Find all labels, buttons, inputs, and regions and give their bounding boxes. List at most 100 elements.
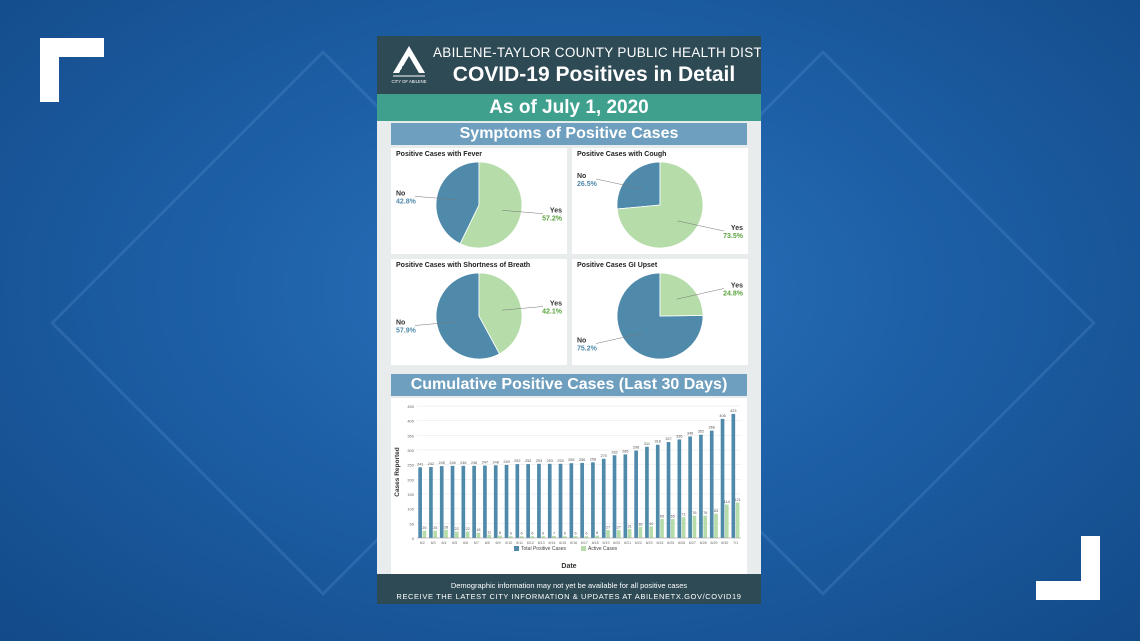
poster-header: CITY OF ABILENE ABILENE-TAYLOR COUNTY PU… [377, 36, 761, 94]
x-tick-label: 6/14 [549, 541, 556, 545]
bar-active-label: 22 [465, 527, 469, 531]
bar-active-label: 7 [553, 531, 555, 535]
bar-total-positive [483, 465, 487, 538]
footer-link: RECEIVE THE LATEST CITY INFORMATION & UP… [396, 592, 742, 601]
pie-no-pct: 75.2% [577, 346, 598, 353]
city-of-abilene-logo-icon: CITY OF ABILENE [391, 46, 427, 84]
bar-total-label: 270 [601, 454, 607, 458]
cumulative-section-header: Cumulative Positive Cases (Last 30 Days) [391, 374, 747, 396]
pie-no-leader [414, 196, 456, 200]
bar-active [487, 534, 492, 538]
bar-total-positive [699, 434, 703, 538]
bar-active [519, 536, 524, 538]
as-of-date: As of July 1, 2020 [377, 94, 761, 121]
x-tick-label: 6/2 [420, 541, 425, 545]
bar-total-positive [731, 413, 736, 538]
bar-total-label: 298 [633, 446, 639, 450]
pie-slice-no [435, 161, 480, 245]
bar-total-label: 242 [428, 462, 434, 466]
bar-total-positive [655, 444, 660, 538]
x-tick-label: 6/8 [485, 541, 490, 545]
pie-cough-title: Positive Cases with Cough [577, 151, 667, 158]
pie-yes-pct: 73.5% [723, 233, 744, 240]
poster-footer: Demographic information may not yet be a… [377, 574, 761, 604]
pie-no-label: No [577, 338, 586, 345]
x-tick-label: 6/11 [516, 541, 523, 545]
pie-no-label: No [396, 320, 405, 327]
pie-fever-panel: Positive Cases with Fever No 42.8% Yes 57.2… [391, 148, 567, 254]
bar-total-label: 366 [709, 426, 715, 430]
pie-yes-label: Yes [731, 225, 743, 232]
bar-active [735, 502, 740, 538]
bar-active-label: 65 [671, 514, 675, 518]
bar-active-label: 6 [542, 532, 544, 536]
bar-total-label: 246 [460, 461, 466, 465]
bar-active [584, 536, 589, 538]
bar-active [627, 528, 632, 538]
bar-total-positive [450, 465, 455, 538]
bar-active-label: 121 [734, 498, 740, 502]
y-tick-label: 350 [407, 433, 414, 438]
bar-total-positive [645, 446, 649, 538]
y-tick-label: 100 [407, 507, 414, 512]
bar-total-label: 246 [471, 461, 477, 465]
bar-active [454, 531, 459, 538]
bar-active-label: 8 [596, 531, 598, 535]
bar-active [562, 536, 567, 538]
pie-no-leader [414, 321, 457, 326]
pie-slice-no [435, 272, 501, 360]
pie-gi-title: Positive Cases GI Upset [577, 262, 658, 269]
bar-active [649, 526, 654, 538]
pie-yes-pct: 57.2% [542, 216, 563, 223]
pie-no-pct: 42.8% [396, 198, 417, 205]
bar-active-label: 6 [531, 532, 533, 536]
pie-slice-yes [616, 161, 704, 249]
y-tick-label: 200 [407, 477, 414, 482]
footer-note: Demographic information may not yet be a… [450, 581, 688, 590]
bar-total-label: 406 [719, 414, 725, 418]
bar-total-label: 258 [590, 457, 596, 461]
bar-active [692, 515, 697, 538]
bar-total-positive [580, 462, 584, 538]
y-tick-label: 450 [407, 404, 414, 409]
pie-yes-leader [677, 220, 725, 232]
x-tick-label: 6/13 [538, 541, 545, 545]
pie-slice-yes [659, 272, 704, 317]
x-tick-label: 6/10 [505, 541, 512, 545]
bar-total-label: 256 [579, 458, 585, 462]
pie-slice-no [616, 272, 704, 360]
bar-total-positive [720, 418, 725, 538]
bar-active [703, 515, 708, 538]
pie-no-leader [595, 178, 643, 190]
corner-bracket-top-left-vertical [40, 38, 59, 102]
bar-total-label: 253 [536, 459, 542, 463]
y-axis-title: Cases Reported [394, 447, 401, 497]
x-tick-label: 6/9 [496, 541, 501, 545]
symptoms-section-header: Symptoms of Positive Cases [391, 123, 747, 145]
bar-total-label: 311 [644, 442, 650, 446]
bar-total-positive [493, 465, 498, 538]
pie-yes-leader [501, 306, 544, 311]
x-tick-label: 6/19 [603, 541, 610, 545]
bar-total-positive [709, 430, 714, 538]
bar-total-positive [558, 463, 563, 538]
bar-active-label: 6 [510, 532, 512, 536]
pie-slice-yes [459, 161, 523, 249]
bar-total-positive [688, 436, 692, 538]
pie-yes-pct: 24.8% [723, 290, 744, 297]
bar-total-positive [634, 450, 638, 538]
bar-active-label: 25 [433, 526, 437, 530]
bar-total-label: 247 [482, 461, 488, 465]
bar-total-label: 241 [417, 462, 423, 466]
pie-breath-panel: Positive Cases with Shortness of Breath … [391, 259, 567, 365]
pie-fever-title: Positive Cases with Fever [396, 151, 482, 158]
bar-active [476, 532, 481, 538]
x-tick-label: 6/15 [559, 541, 566, 545]
bar-active-label: 6 [575, 532, 577, 536]
bar-active [433, 530, 438, 538]
bar-active [660, 518, 664, 538]
bar-active [422, 530, 427, 538]
bar-active [606, 530, 610, 538]
bar-total-positive [429, 467, 433, 538]
pie-breath-title: Positive Cases with Shortness of Breath [396, 262, 531, 269]
